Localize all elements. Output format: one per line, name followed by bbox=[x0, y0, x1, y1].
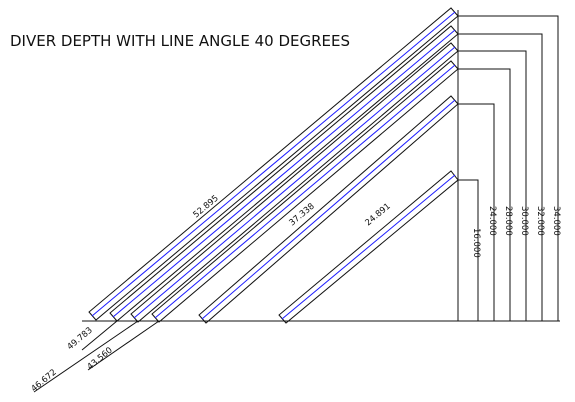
line-angle-bar-34 bbox=[88, 7, 459, 321]
depth-label-24: 24.000 bbox=[487, 206, 497, 236]
depth-dimension-32 bbox=[458, 33, 543, 321]
depth-dimension-16 bbox=[458, 179, 479, 321]
extension-line-43 bbox=[87, 320, 160, 371]
extension-line-49 bbox=[81, 320, 118, 351]
depth-dimension-24 bbox=[458, 103, 495, 321]
depth-label-32: 32.000 bbox=[535, 206, 545, 236]
depth-dimension-28 bbox=[458, 68, 511, 321]
length-label-37-338: 37.338 bbox=[288, 202, 317, 229]
line-angle-bar-32 bbox=[109, 25, 459, 322]
depth-dimension-30 bbox=[458, 50, 527, 321]
depth-dimension-34 bbox=[458, 15, 559, 321]
depth-label-30: 30.000 bbox=[519, 206, 529, 236]
line-angle-bar-30 bbox=[130, 42, 459, 323]
line-angle-bar-24 bbox=[198, 95, 459, 324]
diagram-title: DIVER DEPTH WITH LINE ANGLE 40 DEGREES bbox=[10, 32, 350, 50]
extension-line-46 bbox=[33, 320, 139, 393]
depth-label-16: 16.000 bbox=[471, 228, 481, 258]
line-angle-bar-16 bbox=[278, 170, 459, 324]
length-label-52-895: 52.895 bbox=[192, 194, 221, 221]
length-label-43-560: 43.560 bbox=[86, 346, 115, 373]
length-label-24-891: 24.891 bbox=[364, 202, 393, 229]
line-angle-bar-28 bbox=[151, 60, 459, 323]
length-label-46-672: 46.672 bbox=[30, 368, 59, 395]
depth-label-28: 28.000 bbox=[503, 206, 513, 236]
depth-label-34: 34.000 bbox=[551, 206, 561, 236]
length-label-49-783: 49.783 bbox=[66, 326, 95, 353]
